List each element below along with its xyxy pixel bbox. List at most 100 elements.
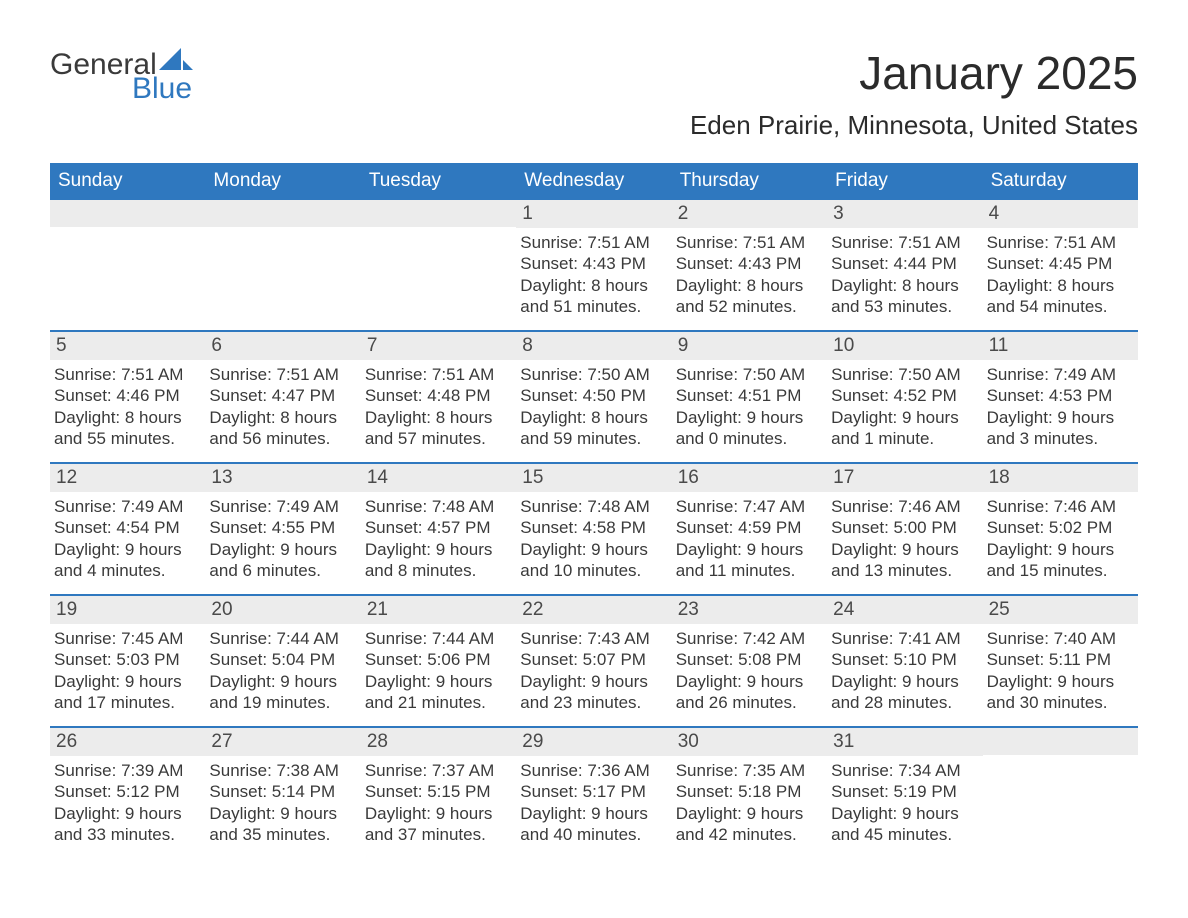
sunset-text: Sunset: 4:55 PM [209, 517, 354, 538]
calendar-day: 24Sunrise: 7:41 AMSunset: 5:10 PMDayligh… [827, 596, 982, 726]
day-details: Sunrise: 7:40 AMSunset: 5:11 PMDaylight:… [983, 624, 1138, 723]
sunrise-text: Sunrise: 7:38 AM [209, 760, 354, 781]
month-title: January 2025 [690, 46, 1138, 100]
sunset-text: Sunset: 4:51 PM [676, 385, 821, 406]
sunrise-text: Sunrise: 7:47 AM [676, 496, 821, 517]
sunrise-text: Sunrise: 7:51 AM [676, 232, 821, 253]
calendar-day: 7Sunrise: 7:51 AMSunset: 4:48 PMDaylight… [361, 332, 516, 462]
day-number: 15 [516, 464, 671, 492]
day-details: Sunrise: 7:51 AMSunset: 4:45 PMDaylight:… [983, 228, 1138, 327]
weekday-header-row: Sunday Monday Tuesday Wednesday Thursday… [50, 163, 1138, 200]
day-number: 3 [827, 200, 982, 228]
sunrise-text: Sunrise: 7:51 AM [831, 232, 976, 253]
day-number: 25 [983, 596, 1138, 624]
daylight-text: Daylight: 9 hours and 28 minutes. [831, 671, 976, 714]
sunrise-text: Sunrise: 7:50 AM [831, 364, 976, 385]
day-details: Sunrise: 7:50 AMSunset: 4:50 PMDaylight:… [516, 360, 671, 459]
day-number: 24 [827, 596, 982, 624]
sunrise-text: Sunrise: 7:35 AM [676, 760, 821, 781]
sunset-text: Sunset: 5:07 PM [520, 649, 665, 670]
day-number: 17 [827, 464, 982, 492]
daylight-text: Daylight: 9 hours and 26 minutes. [676, 671, 821, 714]
day-details: Sunrise: 7:51 AMSunset: 4:43 PMDaylight:… [672, 228, 827, 327]
sunrise-text: Sunrise: 7:49 AM [209, 496, 354, 517]
sunset-text: Sunset: 4:59 PM [676, 517, 821, 538]
day-details: Sunrise: 7:50 AMSunset: 4:51 PMDaylight:… [672, 360, 827, 459]
calendar-day [361, 200, 516, 330]
calendar-day: 5Sunrise: 7:51 AMSunset: 4:46 PMDaylight… [50, 332, 205, 462]
sunrise-text: Sunrise: 7:45 AM [54, 628, 199, 649]
daylight-text: Daylight: 9 hours and 33 minutes. [54, 803, 199, 846]
sunset-text: Sunset: 5:06 PM [365, 649, 510, 670]
day-details: Sunrise: 7:51 AMSunset: 4:43 PMDaylight:… [516, 228, 671, 327]
sunrise-text: Sunrise: 7:40 AM [987, 628, 1132, 649]
day-details: Sunrise: 7:51 AMSunset: 4:47 PMDaylight:… [205, 360, 360, 459]
day-details: Sunrise: 7:46 AMSunset: 5:02 PMDaylight:… [983, 492, 1138, 591]
sunrise-text: Sunrise: 7:37 AM [365, 760, 510, 781]
weekday-header: Tuesday [361, 163, 516, 200]
sunset-text: Sunset: 4:53 PM [987, 385, 1132, 406]
sunset-text: Sunset: 4:44 PM [831, 253, 976, 274]
calendar-week: 1Sunrise: 7:51 AMSunset: 4:43 PMDaylight… [50, 200, 1138, 330]
sunset-text: Sunset: 4:43 PM [520, 253, 665, 274]
day-number: 26 [50, 728, 205, 756]
day-details: Sunrise: 7:48 AMSunset: 4:57 PMDaylight:… [361, 492, 516, 591]
day-number [361, 200, 516, 227]
weekday-header: Sunday [50, 163, 205, 200]
daylight-text: Daylight: 8 hours and 56 minutes. [209, 407, 354, 450]
daylight-text: Daylight: 8 hours and 52 minutes. [676, 275, 821, 318]
sunrise-text: Sunrise: 7:36 AM [520, 760, 665, 781]
daylight-text: Daylight: 9 hours and 37 minutes. [365, 803, 510, 846]
daylight-text: Daylight: 8 hours and 59 minutes. [520, 407, 665, 450]
sunset-text: Sunset: 5:03 PM [54, 649, 199, 670]
calendar-day: 14Sunrise: 7:48 AMSunset: 4:57 PMDayligh… [361, 464, 516, 594]
day-number: 10 [827, 332, 982, 360]
calendar-week: 12Sunrise: 7:49 AMSunset: 4:54 PMDayligh… [50, 462, 1138, 594]
day-details: Sunrise: 7:42 AMSunset: 5:08 PMDaylight:… [672, 624, 827, 723]
daylight-text: Daylight: 9 hours and 40 minutes. [520, 803, 665, 846]
day-details: Sunrise: 7:37 AMSunset: 5:15 PMDaylight:… [361, 756, 516, 855]
calendar-day: 4Sunrise: 7:51 AMSunset: 4:45 PMDaylight… [983, 200, 1138, 330]
daylight-text: Daylight: 9 hours and 4 minutes. [54, 539, 199, 582]
daylight-text: Daylight: 8 hours and 51 minutes. [520, 275, 665, 318]
calendar-day: 16Sunrise: 7:47 AMSunset: 4:59 PMDayligh… [672, 464, 827, 594]
daylight-text: Daylight: 9 hours and 19 minutes. [209, 671, 354, 714]
day-number: 22 [516, 596, 671, 624]
day-number: 7 [361, 332, 516, 360]
daylight-text: Daylight: 9 hours and 21 minutes. [365, 671, 510, 714]
daylight-text: Daylight: 8 hours and 55 minutes. [54, 407, 199, 450]
daylight-text: Daylight: 9 hours and 1 minute. [831, 407, 976, 450]
calendar-day: 18Sunrise: 7:46 AMSunset: 5:02 PMDayligh… [983, 464, 1138, 594]
weeks-container: 1Sunrise: 7:51 AMSunset: 4:43 PMDaylight… [50, 200, 1138, 858]
calendar-day [50, 200, 205, 330]
day-number: 1 [516, 200, 671, 228]
sunrise-text: Sunrise: 7:50 AM [520, 364, 665, 385]
day-number: 21 [361, 596, 516, 624]
day-number: 13 [205, 464, 360, 492]
daylight-text: Daylight: 9 hours and 45 minutes. [831, 803, 976, 846]
calendar-day: 30Sunrise: 7:35 AMSunset: 5:18 PMDayligh… [672, 728, 827, 858]
sunset-text: Sunset: 4:58 PM [520, 517, 665, 538]
calendar-day: 23Sunrise: 7:42 AMSunset: 5:08 PMDayligh… [672, 596, 827, 726]
daylight-text: Daylight: 9 hours and 11 minutes. [676, 539, 821, 582]
sunset-text: Sunset: 4:50 PM [520, 385, 665, 406]
daylight-text: Daylight: 9 hours and 30 minutes. [987, 671, 1132, 714]
day-details: Sunrise: 7:46 AMSunset: 5:00 PMDaylight:… [827, 492, 982, 591]
day-number: 20 [205, 596, 360, 624]
day-number: 23 [672, 596, 827, 624]
sunrise-text: Sunrise: 7:44 AM [209, 628, 354, 649]
calendar-day: 2Sunrise: 7:51 AMSunset: 4:43 PMDaylight… [672, 200, 827, 330]
sunset-text: Sunset: 5:14 PM [209, 781, 354, 802]
calendar-day: 29Sunrise: 7:36 AMSunset: 5:17 PMDayligh… [516, 728, 671, 858]
day-number: 29 [516, 728, 671, 756]
daylight-text: Daylight: 9 hours and 3 minutes. [987, 407, 1132, 450]
daylight-text: Daylight: 9 hours and 17 minutes. [54, 671, 199, 714]
day-number: 9 [672, 332, 827, 360]
sunset-text: Sunset: 5:00 PM [831, 517, 976, 538]
calendar-day: 21Sunrise: 7:44 AMSunset: 5:06 PMDayligh… [361, 596, 516, 726]
day-number: 2 [672, 200, 827, 228]
calendar-day [983, 728, 1138, 858]
sunset-text: Sunset: 5:10 PM [831, 649, 976, 670]
day-number: 18 [983, 464, 1138, 492]
day-number: 27 [205, 728, 360, 756]
